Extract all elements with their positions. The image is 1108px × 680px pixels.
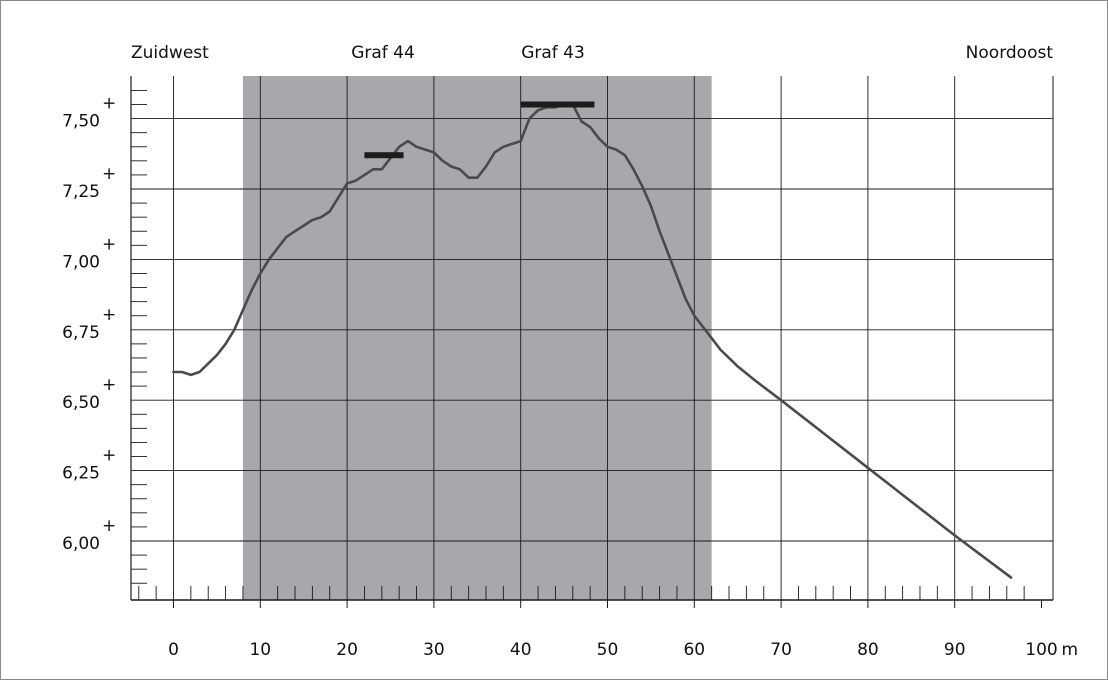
corner-label-left: Zuidwest bbox=[131, 43, 209, 63]
x-tick-label: 40 bbox=[510, 640, 532, 660]
x-tick-label: 10 bbox=[249, 640, 271, 660]
y-tick-plus: + bbox=[102, 94, 116, 114]
y-tick-label: 7,00 bbox=[62, 252, 100, 272]
x-tick-label: 60 bbox=[683, 640, 705, 660]
x-tick-label: 100 bbox=[1025, 640, 1057, 660]
corner-label-right: Noordoost bbox=[966, 43, 1054, 63]
y-tick-plus: + bbox=[102, 164, 116, 184]
y-tick-label: 6,25 bbox=[62, 464, 100, 484]
y-tick-label: 7,50 bbox=[62, 112, 100, 132]
x-unit-label: m bbox=[1062, 640, 1079, 660]
x-tick-label: 70 bbox=[770, 640, 792, 660]
y-tick-plus: + bbox=[102, 375, 116, 395]
y-tick-label: 7,25 bbox=[62, 182, 100, 202]
shaded-region bbox=[242, 76, 712, 600]
x-tick-label: 30 bbox=[423, 640, 445, 660]
x-tick-label: 20 bbox=[336, 640, 358, 660]
x-tick-label: 90 bbox=[944, 640, 966, 660]
x-tick-label: 80 bbox=[857, 640, 879, 660]
y-tick-plus: + bbox=[102, 516, 116, 536]
x-tick-label: 0 bbox=[168, 640, 179, 660]
x-tick-label: 50 bbox=[597, 640, 619, 660]
elevation-line bbox=[172, 103, 1013, 579]
graf-43-bar bbox=[520, 101, 595, 108]
graf-43-label: Graf 43 bbox=[521, 43, 585, 63]
y-tick-plus: + bbox=[102, 234, 116, 254]
y-tick-label: 6,50 bbox=[62, 393, 100, 413]
y-tick-plus: + bbox=[102, 446, 116, 466]
y-tick-label: 6,75 bbox=[62, 323, 100, 343]
y-tick-label: 6,00 bbox=[62, 534, 100, 554]
graf-44-label: Graf 44 bbox=[351, 43, 415, 63]
graf-44-bar bbox=[364, 152, 404, 159]
y-tick-plus: + bbox=[102, 305, 116, 325]
